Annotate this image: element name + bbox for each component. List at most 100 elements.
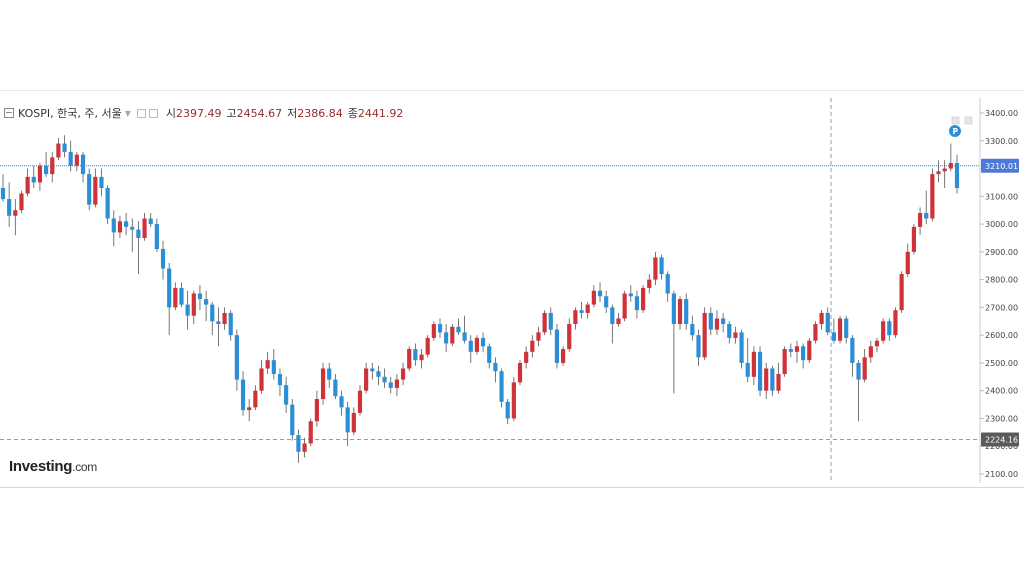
candle-body <box>314 399 319 422</box>
candle-body <box>714 318 720 330</box>
chevron-down-icon[interactable]: ▼ <box>124 108 131 118</box>
collapse-icon[interactable] <box>4 108 14 118</box>
candle-down <box>554 324 560 369</box>
candle-body <box>413 349 418 361</box>
candle-body <box>136 229 141 238</box>
candle-down <box>745 337 750 383</box>
candle-up <box>530 335 535 358</box>
y-tick-label: 2900.00 <box>985 248 1018 257</box>
candle-body <box>868 346 873 358</box>
settings-icon[interactable] <box>136 108 146 118</box>
candle-body <box>733 332 738 338</box>
candle-body <box>764 368 769 391</box>
candle-body <box>862 357 867 380</box>
candle-down <box>788 343 793 358</box>
candle-down <box>370 362 375 380</box>
candle-up <box>265 351 270 375</box>
candle-body <box>597 290 603 297</box>
candle-down <box>179 282 184 308</box>
candle-down <box>345 401 350 447</box>
candle-down <box>277 368 283 397</box>
candle-up <box>191 290 196 325</box>
y-tick-label: 2700.00 <box>985 303 1018 312</box>
candle-body <box>105 187 110 219</box>
high-label: 고 <box>226 107 237 120</box>
candle-body <box>801 346 806 361</box>
candle-down <box>327 362 332 388</box>
candle-body <box>468 340 473 352</box>
candle-body <box>124 221 129 227</box>
candle-up <box>222 307 227 330</box>
candle-down <box>468 335 473 363</box>
candle-body <box>37 165 43 183</box>
candle-up <box>868 340 873 363</box>
candle-up <box>308 418 313 447</box>
candle-body <box>936 171 941 175</box>
candle-up <box>394 374 400 397</box>
candle-body <box>911 226 917 252</box>
candle-body <box>727 324 732 338</box>
y-tick-label: 2500.00 <box>985 359 1018 368</box>
symbol-label[interactable]: KOSPI, 한국, 주, 서울 <box>18 107 122 120</box>
candle-down <box>727 321 732 344</box>
candle-up <box>714 310 720 336</box>
candle-up <box>622 290 627 322</box>
candle-body <box>167 268 172 308</box>
candle-body <box>117 221 123 233</box>
candle-down <box>708 307 713 336</box>
candle-down <box>887 318 892 341</box>
candle-down <box>130 218 135 252</box>
candle-down <box>148 212 153 227</box>
candle-up <box>419 349 424 369</box>
candle-up <box>431 321 436 341</box>
candle-body <box>696 335 701 358</box>
candle-up <box>474 335 480 355</box>
high-value: 2454.67 <box>236 106 283 120</box>
candle-down <box>62 135 67 158</box>
candle-body <box>277 374 283 386</box>
candle-body <box>111 218 116 233</box>
candle-body <box>444 332 449 344</box>
candle-body <box>499 371 504 402</box>
candle-down <box>154 218 159 252</box>
marker[interactable]: P <box>949 116 973 137</box>
candle-body <box>450 326 455 344</box>
candle-up <box>25 168 30 197</box>
candle-body <box>751 351 756 377</box>
candle-up <box>407 346 412 372</box>
candle-body <box>345 407 350 433</box>
candle-down <box>0 174 6 202</box>
candle-up <box>351 407 356 436</box>
candle-body <box>794 346 800 352</box>
candle-down <box>376 365 381 386</box>
candle-body <box>419 354 424 361</box>
reference-lines <box>0 98 980 483</box>
candle-down <box>68 140 73 172</box>
open-label: 시 <box>165 107 176 120</box>
candle-body <box>154 224 159 250</box>
candle-body <box>917 212 923 227</box>
candle-body <box>25 176 30 194</box>
candle-up <box>542 310 547 336</box>
candle-body <box>837 318 843 341</box>
candle-body <box>431 324 436 338</box>
candle-up <box>247 399 252 422</box>
candle-body <box>394 379 400 388</box>
current-price-badge <box>981 158 1019 173</box>
candle-down <box>671 290 676 394</box>
candle-body <box>179 287 184 305</box>
close-label: 종 <box>347 107 358 120</box>
close-icon[interactable] <box>148 108 158 118</box>
candle-body <box>357 390 363 413</box>
candle-body <box>776 374 781 391</box>
candle-down <box>493 357 498 383</box>
candle-down <box>105 185 110 225</box>
candle-down <box>240 371 246 416</box>
candle-body <box>874 340 880 347</box>
candle-down <box>437 318 443 338</box>
low-label: 저 <box>287 107 298 120</box>
candle-up <box>259 360 264 394</box>
candle-up <box>837 315 843 344</box>
scroll-up-icon <box>951 116 960 125</box>
